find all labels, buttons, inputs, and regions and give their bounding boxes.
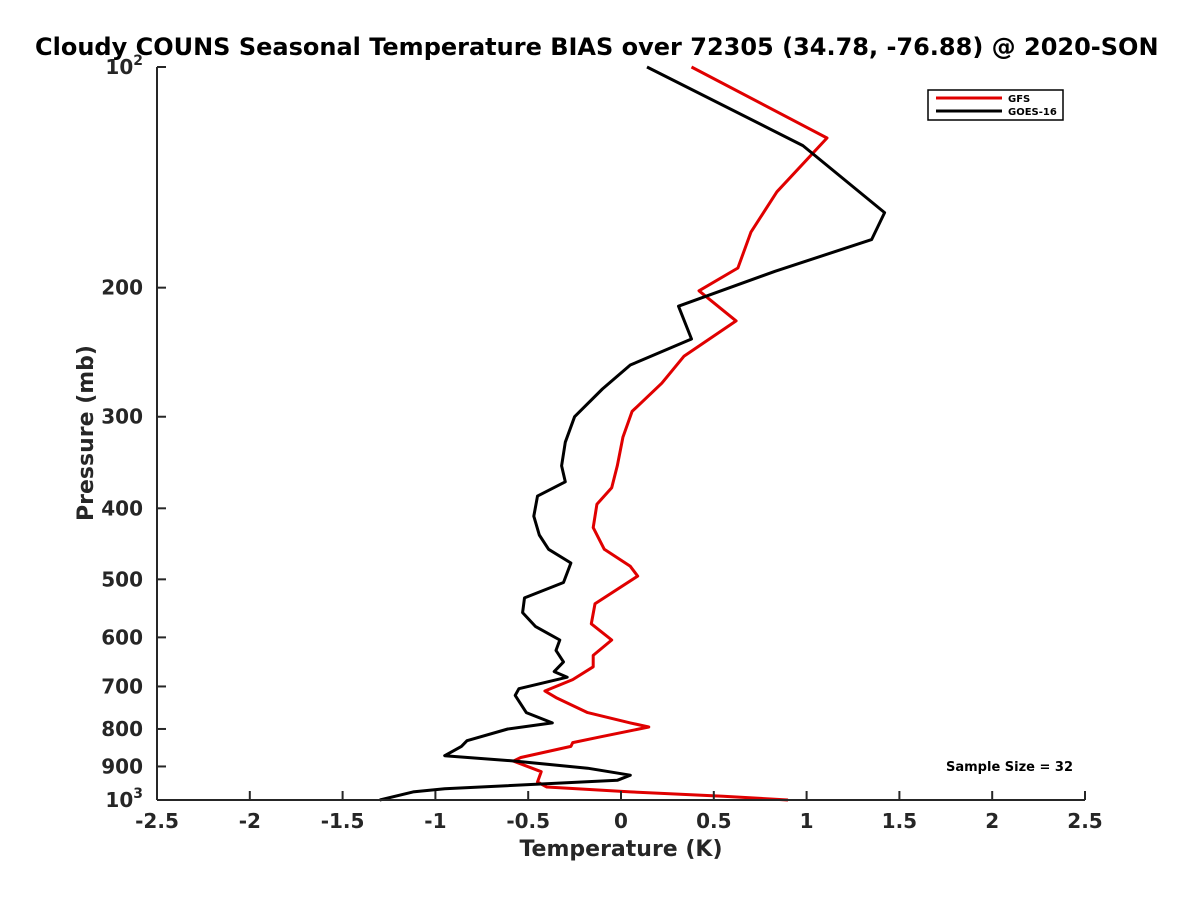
x-tick-label: -1.5 (321, 809, 365, 833)
x-tick-label: 0.5 (696, 809, 731, 833)
x-axis-label: Temperature (K) (519, 837, 722, 862)
y-tick-label: 102 (105, 53, 143, 79)
y-tick-label: 700 (101, 674, 143, 698)
y-tick-label: 200 (101, 276, 143, 300)
legend-label: GOES-16 (1008, 107, 1057, 118)
y-tick-label: 400 (101, 496, 143, 520)
y-tick-label: 500 (101, 567, 143, 591)
x-tick-label: 2 (985, 809, 999, 833)
y-tick-label: 800 (101, 717, 143, 741)
y-axis-label: Pressure (mb) (74, 345, 99, 521)
x-tick-label: 1 (800, 809, 814, 833)
sample-size-annotation: Sample Size = 32 (946, 760, 1073, 775)
y-tick-label: 103 (105, 786, 143, 812)
y-tick-label: 900 (101, 754, 143, 778)
x-ticks: -2.5 -2 -1.5 -1 -0.5 0 0.5 1 1.5 2 2.5 (135, 791, 1103, 833)
series-line-gfs (511, 65, 829, 802)
y-tick-label: 300 (101, 405, 143, 429)
legend-label: GFS (1008, 94, 1030, 105)
series-line-goes-16 (379, 65, 887, 802)
y-ticks: 102 200 300 400 500 600 700 800 900 103 (101, 53, 166, 812)
x-tick-label: -2 (239, 809, 261, 833)
x-tick-label: 2.5 (1067, 809, 1102, 833)
x-tick-label: -2.5 (135, 809, 179, 833)
y-tick-label: 600 (101, 625, 143, 649)
plot-lines (379, 65, 887, 802)
x-tick-label: -1 (424, 809, 446, 833)
x-tick-label: -0.5 (506, 809, 550, 833)
chart-title: Cloudy COUNS Seasonal Temperature BIAS o… (35, 33, 1159, 61)
legend-box (927, 89, 1064, 121)
legend: GFS GOES-16 (927, 89, 1064, 121)
x-tick-label: 1.5 (882, 809, 917, 833)
x-tick-label: 0 (614, 809, 628, 833)
